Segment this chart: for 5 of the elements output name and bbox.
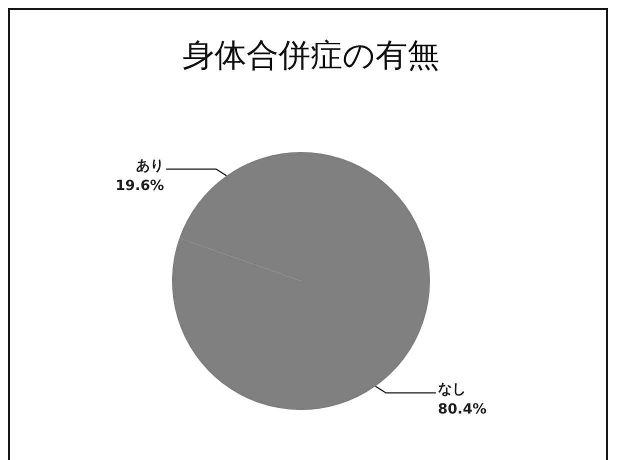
data-label: 19.6% bbox=[116, 178, 164, 194]
slice-label: あり bbox=[136, 158, 164, 174]
slice-label: なし bbox=[438, 381, 466, 398]
chart-title: 身体合併症の有無 bbox=[182, 35, 440, 76]
data-label: 80.4% bbox=[438, 401, 486, 418]
